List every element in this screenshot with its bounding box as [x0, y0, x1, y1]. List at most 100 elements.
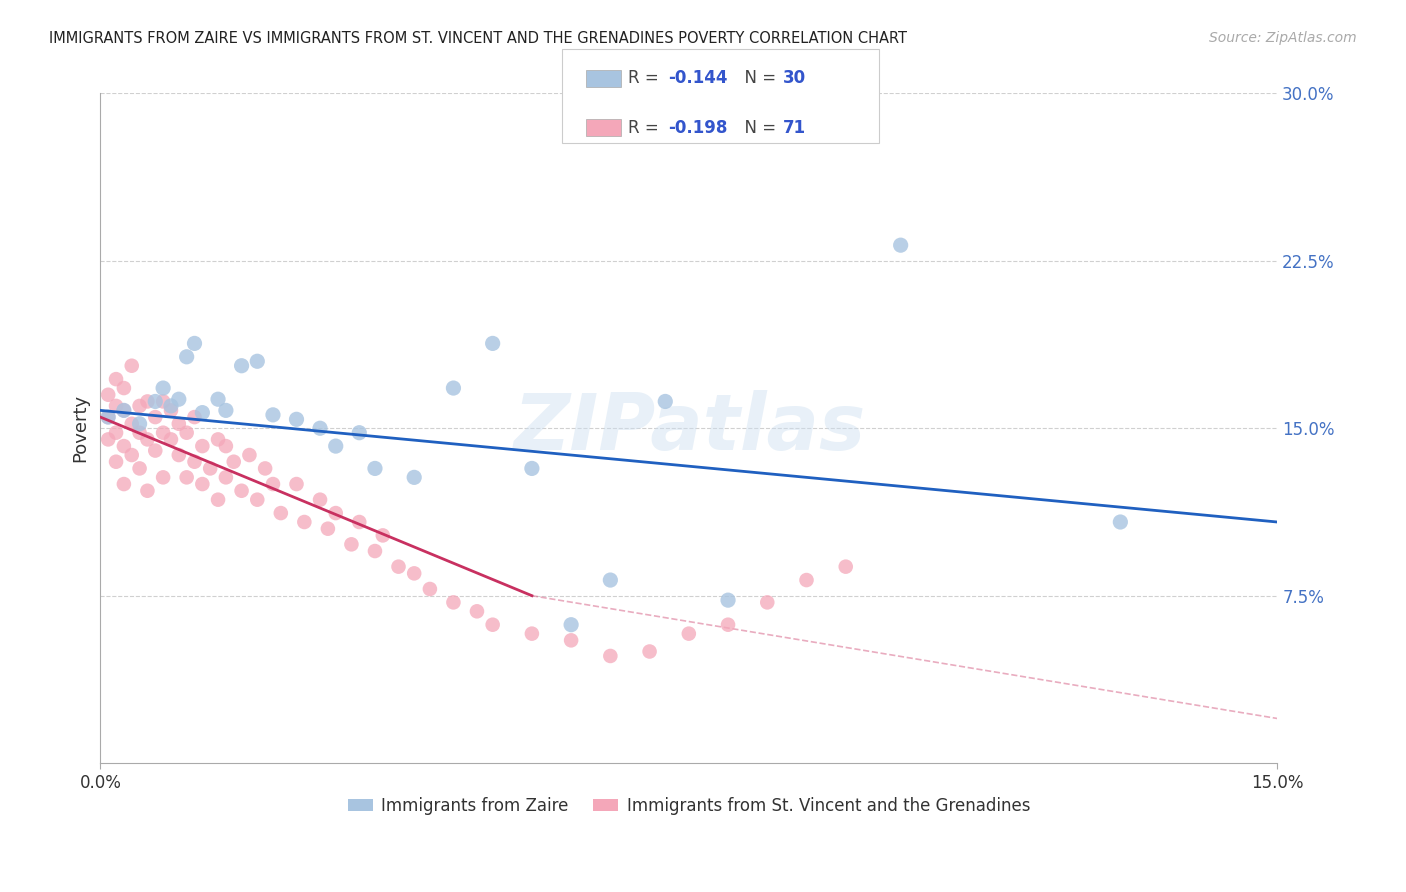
- Text: R =: R =: [628, 70, 665, 87]
- Point: [105, 399, 128, 413]
- Point: [520, 461, 543, 475]
- Point: [222, 455, 245, 469]
- Point: [136, 483, 159, 498]
- Text: 71: 71: [783, 119, 806, 136]
- Point: [678, 626, 700, 640]
- Point: [340, 537, 363, 551]
- Point: [143, 410, 166, 425]
- Point: [128, 417, 150, 431]
- Text: Source: ZipAtlas.com: Source: ZipAtlas.com: [1209, 31, 1357, 45]
- Point: [231, 483, 253, 498]
- Point: [97, 410, 120, 425]
- Point: [796, 573, 818, 587]
- Point: [215, 470, 238, 484]
- Point: [136, 433, 159, 447]
- Point: [316, 522, 339, 536]
- Point: [191, 439, 214, 453]
- Point: [112, 439, 135, 453]
- Point: [387, 559, 409, 574]
- Point: [246, 492, 269, 507]
- Point: [638, 644, 661, 658]
- Point: [309, 492, 332, 507]
- Point: [207, 433, 229, 447]
- Point: [404, 470, 426, 484]
- Point: [191, 477, 214, 491]
- Point: [112, 477, 135, 491]
- Point: [167, 392, 190, 407]
- Point: [756, 595, 779, 609]
- Point: [176, 425, 198, 440]
- Point: [207, 392, 229, 407]
- Point: [890, 238, 912, 252]
- Point: [176, 470, 198, 484]
- Point: [717, 593, 740, 607]
- Point: [371, 528, 394, 542]
- Point: [364, 544, 387, 558]
- Point: [152, 381, 174, 395]
- Point: [191, 406, 214, 420]
- Point: [349, 425, 371, 440]
- Point: [262, 477, 284, 491]
- Point: [207, 492, 229, 507]
- Text: N =: N =: [734, 119, 782, 136]
- Point: [309, 421, 332, 435]
- Legend: Immigrants from Zaire, Immigrants from St. Vincent and the Grenadines: Immigrants from Zaire, Immigrants from S…: [340, 790, 1036, 822]
- Text: 30: 30: [783, 70, 806, 87]
- Point: [654, 394, 676, 409]
- Point: [121, 359, 143, 373]
- Point: [105, 455, 128, 469]
- Point: [292, 515, 315, 529]
- Point: [270, 506, 292, 520]
- Point: [121, 448, 143, 462]
- Point: [160, 399, 183, 413]
- Point: [112, 403, 135, 417]
- Point: [560, 633, 582, 648]
- Point: [599, 573, 621, 587]
- Point: [441, 595, 464, 609]
- Point: [465, 604, 488, 618]
- Point: [364, 461, 387, 475]
- Point: [325, 506, 347, 520]
- Point: [262, 408, 284, 422]
- Point: [200, 461, 222, 475]
- Point: [143, 394, 166, 409]
- Point: [128, 461, 150, 475]
- Point: [1109, 515, 1132, 529]
- Point: [215, 403, 238, 417]
- Point: [215, 439, 238, 453]
- Point: [599, 648, 621, 663]
- Point: [441, 381, 464, 395]
- Point: [152, 425, 174, 440]
- Point: [231, 359, 253, 373]
- Point: [349, 515, 371, 529]
- Point: [136, 394, 159, 409]
- Point: [238, 448, 260, 462]
- Point: [112, 403, 135, 417]
- Point: [105, 425, 128, 440]
- Point: [183, 455, 205, 469]
- Text: N =: N =: [734, 70, 782, 87]
- Point: [183, 410, 205, 425]
- Text: -0.198: -0.198: [668, 119, 727, 136]
- Text: -0.144: -0.144: [668, 70, 727, 87]
- Y-axis label: Poverty: Poverty: [72, 394, 89, 462]
- Point: [285, 412, 308, 426]
- Point: [97, 388, 120, 402]
- Point: [167, 448, 190, 462]
- Point: [112, 381, 135, 395]
- Point: [404, 566, 426, 581]
- Point: [254, 461, 277, 475]
- Text: ZIPatlas: ZIPatlas: [513, 390, 865, 467]
- Point: [160, 433, 183, 447]
- Point: [285, 477, 308, 491]
- Point: [143, 443, 166, 458]
- Point: [97, 410, 120, 425]
- Point: [717, 617, 740, 632]
- Point: [167, 417, 190, 431]
- Point: [183, 336, 205, 351]
- Point: [481, 617, 503, 632]
- Point: [152, 394, 174, 409]
- Point: [121, 417, 143, 431]
- Point: [160, 403, 183, 417]
- Point: [97, 433, 120, 447]
